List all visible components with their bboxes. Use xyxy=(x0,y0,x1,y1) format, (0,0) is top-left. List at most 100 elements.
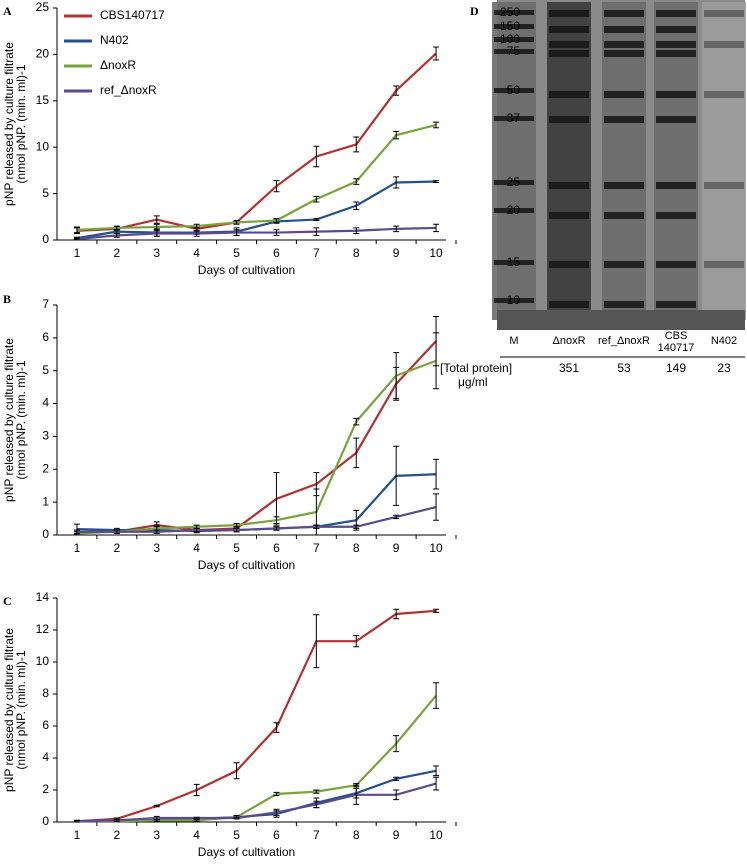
error-bar xyxy=(273,218,280,223)
error-bar xyxy=(313,800,320,809)
error-bar xyxy=(153,223,160,231)
gel-band xyxy=(656,91,696,98)
error-bar xyxy=(393,352,400,400)
gel-band xyxy=(549,41,589,48)
x-axis-label: Days of cultivation xyxy=(198,845,295,859)
x-tick-label: 7 xyxy=(313,541,320,555)
gel-band xyxy=(494,208,534,213)
error-bar xyxy=(153,215,160,224)
error-bar xyxy=(153,804,160,808)
x-tick-label: 9 xyxy=(393,541,400,555)
error-bar xyxy=(233,816,240,820)
gel-band xyxy=(604,50,644,57)
gel-band xyxy=(604,182,644,189)
error-bar xyxy=(193,783,200,797)
x-tick-label: 4 xyxy=(193,541,200,555)
gel-band xyxy=(494,24,534,29)
unit-label: μg/ml xyxy=(458,375,488,389)
gel-band xyxy=(656,116,696,123)
total-protein-value: 23 xyxy=(717,361,731,375)
error-bar xyxy=(433,458,440,490)
x-tick-label: 3 xyxy=(153,828,160,842)
y-tick-label: 0 xyxy=(42,232,49,246)
error-bar xyxy=(113,819,120,822)
gel-band xyxy=(604,261,644,268)
legend-label: ΔnoxR xyxy=(100,58,136,72)
gel-band xyxy=(494,116,534,121)
x-tick-label: 3 xyxy=(153,246,160,260)
x-tick-label: 5 xyxy=(233,541,240,555)
error-bar xyxy=(433,682,440,709)
error-bar xyxy=(233,527,240,533)
error-bar xyxy=(113,529,120,534)
gel-band xyxy=(604,10,644,17)
marker-label: 10 xyxy=(507,293,521,307)
error-bar xyxy=(433,776,440,791)
error-bar xyxy=(73,237,80,241)
gel-band xyxy=(549,261,589,268)
error-bar xyxy=(273,791,280,797)
series-line xyxy=(76,123,437,231)
y-axis-label: pNP released by culture filtrate xyxy=(2,338,16,502)
x-tick-label: 9 xyxy=(393,246,400,260)
gel-band xyxy=(656,301,696,308)
gel-band xyxy=(549,116,589,123)
gel-band xyxy=(704,91,744,98)
gel-band xyxy=(704,41,744,48)
error-bar xyxy=(153,230,160,237)
x-tick-label: 1 xyxy=(74,246,81,260)
gel-band xyxy=(494,298,534,303)
error-bar xyxy=(353,201,360,210)
x-tick-label: 7 xyxy=(313,246,320,260)
x-tick-label: 2 xyxy=(114,541,121,555)
error-bar xyxy=(313,218,320,222)
error-bar xyxy=(393,445,400,506)
x-tick-label: 4 xyxy=(193,246,200,260)
panel-letter: C xyxy=(3,594,12,608)
legend-label: ref_ΔnoxR xyxy=(100,83,157,97)
x-tick-label: 10 xyxy=(429,828,443,842)
panel-letter: B xyxy=(3,292,11,306)
series-line xyxy=(76,694,437,823)
error-bar xyxy=(433,608,440,613)
error-bar xyxy=(393,130,400,140)
y-axis-label: (nmol pNP. (min. ml)-1 xyxy=(14,360,28,479)
gel-band xyxy=(494,260,534,265)
gel-band xyxy=(704,182,744,189)
gel-band xyxy=(494,180,534,185)
legend-label: CBS140717 xyxy=(100,8,165,22)
marker-label: 25 xyxy=(507,175,521,189)
gel-band xyxy=(494,49,534,54)
error-bar xyxy=(393,776,400,781)
panel-letter: A xyxy=(3,4,12,18)
series-line xyxy=(76,782,437,823)
error-bar xyxy=(193,230,200,237)
marker-label: 15 xyxy=(507,255,521,269)
x-tick-label: 4 xyxy=(193,828,200,842)
error-bar xyxy=(113,225,120,231)
error-bar xyxy=(313,789,320,794)
y-tick-label: 5 xyxy=(42,186,49,200)
lane-label: M xyxy=(509,335,519,347)
x-tick-label: 2 xyxy=(114,246,121,260)
y-axis-label: (nmol pNP. (min. ml)-1 xyxy=(14,650,28,769)
gel-lane xyxy=(702,2,746,320)
error-bar xyxy=(433,121,440,129)
x-tick-label: 7 xyxy=(313,828,320,842)
lane-label: CBS 140717 xyxy=(657,330,695,354)
y-tick-label: 0 xyxy=(42,814,49,828)
gel-band xyxy=(604,41,644,48)
y-tick-label: 6 xyxy=(42,330,49,344)
error-bar xyxy=(113,233,120,238)
error-bar xyxy=(233,762,240,780)
y-tick-label: 6 xyxy=(42,718,49,732)
x-tick-label: 6 xyxy=(273,828,280,842)
error-bar xyxy=(273,526,280,531)
y-tick-label: 4 xyxy=(42,750,49,764)
error-bar xyxy=(313,614,320,669)
error-bar xyxy=(273,472,280,526)
marker-label: 250 xyxy=(500,5,520,19)
error-bar xyxy=(433,223,440,233)
error-bar xyxy=(233,523,240,528)
total-protein-value: 53 xyxy=(617,361,631,375)
